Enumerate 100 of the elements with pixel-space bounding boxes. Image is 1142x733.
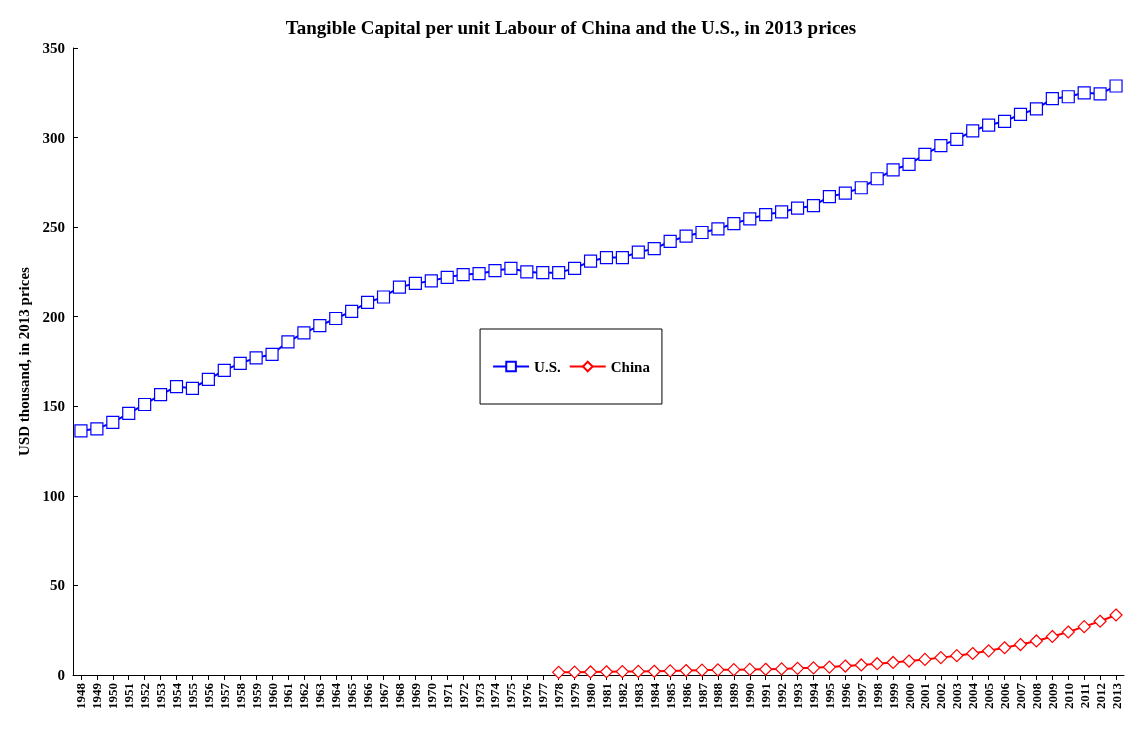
x-tick-label: 1989 (726, 682, 742, 709)
x-tick-label: 1977 (535, 682, 551, 709)
point (1093, 614, 1107, 628)
point (695, 663, 709, 677)
x-tick-label: 2002 (933, 683, 949, 709)
point (631, 664, 645, 679)
x-tick-label: 1981 (598, 683, 614, 709)
x-tick-label: 1963 (312, 682, 328, 709)
x-tick-label: 2006 (997, 682, 1013, 709)
point (1061, 625, 1075, 639)
point (568, 665, 582, 679)
x-tick-label: 1971 (439, 683, 455, 709)
point (822, 660, 836, 674)
x-tick-label: 1960 (264, 683, 280, 709)
point (679, 663, 693, 678)
y-tick-label: 100 (42, 487, 65, 504)
point (759, 662, 773, 676)
point (711, 663, 725, 677)
x-tick-label: 1950 (105, 683, 121, 709)
point (743, 662, 757, 677)
x-tick-label: 1996 (837, 682, 853, 709)
y-tick-label: 250 (42, 219, 65, 236)
point (1045, 629, 1059, 644)
x-tick-label: 2012 (1092, 683, 1108, 709)
x-tick-label: 1980 (583, 683, 599, 709)
x-tick-label: 1988 (710, 682, 726, 709)
x-tick-label: 1965 (344, 682, 360, 709)
x-tick-label: 1974 (487, 682, 503, 709)
x-tick-label: 1969 (407, 682, 423, 709)
x-tick-label: 1951 (121, 683, 137, 709)
x-tick-label: 2011 (1076, 683, 1092, 709)
point (647, 664, 661, 678)
point (727, 663, 741, 677)
point (838, 659, 852, 673)
point (1109, 608, 1123, 622)
point (663, 664, 677, 678)
x-tick-label: 1975 (503, 682, 519, 709)
x-tick-label: 1995 (821, 682, 837, 709)
x-tick-label: 1966 (360, 682, 376, 709)
x-tick-label: 1982 (614, 683, 630, 709)
point (982, 644, 996, 658)
x-tick-label: 1967 (376, 682, 392, 709)
x-tick-label: 2005 (981, 682, 997, 709)
x-tick-label: 1973 (471, 682, 487, 709)
x-tick-label: 1958 (232, 682, 248, 709)
x-tick-label: 2009 (1044, 682, 1060, 709)
point (902, 654, 916, 668)
x-tick-label: 1983 (630, 682, 646, 709)
x-tick-label: 2001 (917, 683, 933, 709)
x-tick-label: 1954 (169, 682, 185, 709)
x-tick-label: 1959 (248, 682, 264, 709)
x-tick-label: 1961 (280, 683, 296, 709)
point (1029, 634, 1044, 648)
x-tick-label: 1952 (137, 683, 153, 709)
x-tick-label: 1985 (662, 682, 678, 709)
y-tick-label: 50 (50, 577, 65, 594)
point (934, 651, 948, 665)
x-tick-label: 2010 (1060, 683, 1076, 709)
x-tick-label: 1962 (296, 683, 312, 709)
x-tick-label: 2004 (965, 682, 981, 709)
point (1077, 620, 1091, 634)
x-tick-label: 1953 (153, 682, 169, 709)
x-tick-label: 1957 (216, 682, 232, 709)
point (790, 661, 805, 675)
point (870, 657, 884, 671)
point (886, 655, 900, 670)
point (599, 665, 614, 679)
point (806, 661, 821, 675)
x-tick-label: 1984 (646, 682, 662, 709)
point (854, 658, 868, 672)
point (552, 665, 566, 679)
x-tick-label: 1999 (885, 682, 901, 709)
x-tick-label: 1956 (200, 682, 216, 709)
y-tick-label: 150 (42, 398, 65, 415)
point (1013, 637, 1028, 652)
x-tick-label: 1949 (89, 682, 105, 709)
x-tick-label: 2013 (1108, 682, 1124, 709)
x-tick-label: 1948 (73, 682, 89, 709)
x-tick-label: 1964 (328, 682, 344, 709)
x-tick-label: 1972 (455, 683, 471, 709)
x-tick-label: 1986 (678, 682, 694, 709)
x-tick-label: 1990 (742, 683, 758, 709)
x-tick-label: 2000 (901, 683, 917, 709)
chart-title: Tangible Capital per unit Labour of China and the U.S., in 2013 prices (285, 17, 857, 38)
point (997, 641, 1012, 655)
x-tick-label: 1955 (184, 682, 200, 709)
x-tick-label: 1970 (423, 683, 439, 709)
point (918, 652, 932, 667)
x-tick-label: 1993 (790, 682, 806, 709)
x-tick-label: 2008 (1028, 682, 1044, 709)
x-tick-label: 1979 (567, 682, 583, 709)
x-tick-label: 1992 (774, 683, 790, 709)
legend-label: U.S. (534, 358, 561, 375)
point (966, 646, 980, 661)
x-tick-label: 1968 (391, 682, 407, 709)
x-tick-label: 1994 (805, 682, 821, 709)
x-tick-label: 1976 (519, 682, 535, 709)
y-axis-title: USD thousand, in 2013 prices (15, 266, 32, 456)
point (775, 662, 789, 676)
x-tick-label: 1978 (551, 682, 567, 709)
